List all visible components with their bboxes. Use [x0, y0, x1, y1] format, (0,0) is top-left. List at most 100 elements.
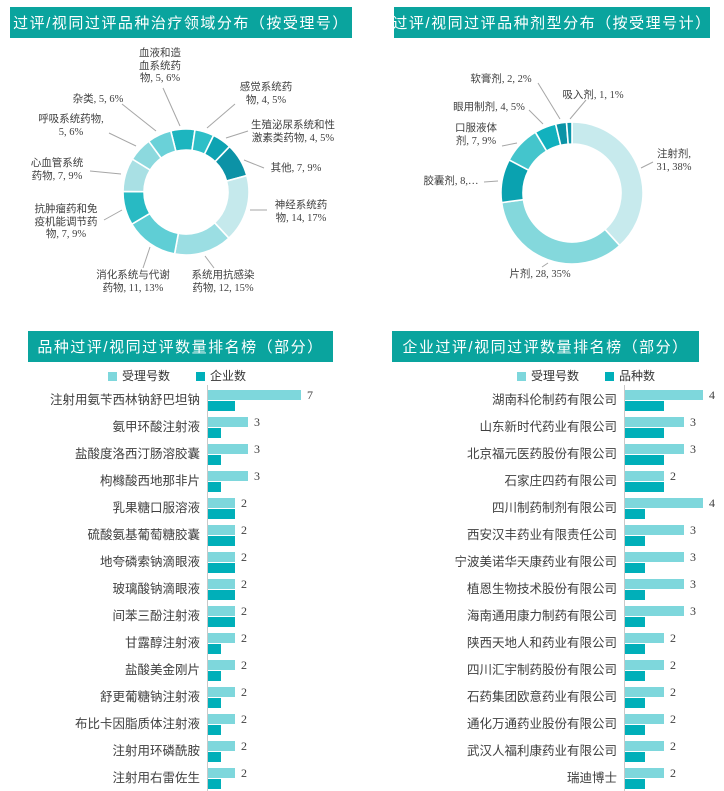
bar-value-label: 2 [670, 712, 676, 726]
category-label: 地夸磷索钠滴眼液 [99, 555, 200, 569]
category-label: 石药集团欧意药业有限公司 [466, 690, 617, 704]
slice-label: 注射剂, 31, 38% [656, 149, 692, 173]
donut-slice [500, 198, 621, 265]
category-label: 宁波美诺华天康药业有限公司 [454, 555, 617, 569]
bar-受理号数 [208, 444, 248, 454]
bar-受理号数 [208, 714, 235, 724]
bar-value-label: 2 [241, 577, 247, 591]
legend-label: 品种数 [619, 369, 656, 383]
bar-受理号数 [625, 768, 664, 778]
bar-受理号数 [625, 471, 664, 481]
bar-受理号数 [625, 525, 684, 535]
label-leader-line [225, 130, 249, 139]
bar-企业数 [208, 428, 221, 438]
bar-value-label: 7 [307, 388, 313, 402]
bar-企业数 [208, 698, 221, 708]
category-label: 四川制药制剂有限公司 [491, 501, 617, 515]
category-label: 乳果糖口服溶液 [112, 501, 200, 515]
bar-受理号数 [625, 579, 684, 589]
legend-label: 企业数 [210, 369, 247, 383]
bar-品种数 [625, 779, 645, 789]
bar-品种数 [625, 482, 664, 492]
bar-value-label: 2 [241, 685, 247, 699]
bar-value-label: 3 [254, 415, 260, 429]
category-label: 间苯三酚注射液 [112, 609, 200, 623]
bar-企业数 [208, 779, 221, 789]
legend-swatch-icon [605, 371, 615, 381]
label-leader-line [569, 99, 587, 120]
legend-swatch-icon [196, 371, 206, 381]
bar-value-label: 2 [241, 550, 247, 564]
bar-企业数 [208, 617, 235, 627]
bar-企业数 [208, 752, 221, 762]
bar-受理号数 [625, 498, 703, 508]
category-label: 海南通用康力制药有限公司 [466, 609, 617, 623]
bar-受理号数 [208, 552, 235, 562]
label-leader-line [108, 132, 137, 147]
label-leader-line [243, 159, 265, 169]
legend-item: 品种数 [605, 370, 655, 382]
category-label: 布比卡因脂质体注射液 [74, 717, 200, 731]
bar-value-label: 2 [241, 496, 247, 510]
legend: 受理号数 企业数 [108, 370, 246, 382]
legend-swatch-icon [517, 371, 526, 381]
category-label: 武汉人福利康药业有限公司 [466, 744, 617, 758]
legend-item: 受理号数 [517, 370, 579, 382]
category-label: 石家庄四药有限公司 [504, 474, 617, 488]
legend-item: 受理号数 [108, 370, 170, 382]
label-leader-line [206, 103, 236, 129]
bar-企业数 [208, 671, 221, 681]
panel-company-ranking: 企业过评/视同过评数量排名榜（部分） 受理号数 品种数 湖南科伦制药有限公司 4 山东新… [362, 325, 724, 791]
bar-value-label: 3 [690, 442, 696, 456]
chart-title-therapeutic-areas: 过评/视同过评品种治疗领域分布（按受理号） [10, 7, 352, 38]
bar-受理号数 [625, 687, 664, 697]
bar-企业数 [208, 725, 221, 735]
slice-label: 系统用抗感染 药物, 12, 15% [191, 270, 255, 294]
chart-title-company-ranking: 企业过评/视同过评数量排名榜（部分） [392, 331, 699, 362]
bar-受理号数 [625, 660, 664, 670]
label-leader-line [528, 109, 544, 125]
category-label: 舒更葡糖钠注射液 [99, 690, 200, 704]
category-label: 枸橼酸西地那非片 [99, 474, 200, 488]
bar-value-label: 2 [241, 712, 247, 726]
bar-品种数 [625, 590, 645, 600]
bar-品种数 [625, 698, 645, 708]
bar-受理号数 [625, 444, 684, 454]
bar-value-label: 2 [241, 739, 247, 753]
bar-value-label: 2 [241, 631, 247, 645]
panel-dosage-forms: 过评/视同过评品种剂型分布（按受理号计） 注射剂, 31, 38% 片剂, 28, … [362, 0, 724, 325]
bar-品种数 [625, 671, 645, 681]
bar-受理号数 [208, 390, 301, 400]
bar-受理号数 [625, 390, 703, 400]
category-label: 玻璃酸钠滴眼液 [112, 582, 200, 596]
bar-value-label: 4 [709, 496, 715, 510]
bar-value-label: 3 [254, 469, 260, 483]
legend-label: 受理号数 [531, 369, 580, 383]
bar-品种数 [625, 509, 645, 519]
chart-title-variety-ranking: 品种过评/视同过评数量排名榜（部分） [28, 331, 333, 362]
slice-label: 呼吸系统药物, 5, 6% [38, 114, 104, 138]
slice-label: 神经系统药 物, 14, 17% [274, 200, 328, 224]
bar-value-label: 2 [670, 766, 676, 780]
bar-企业数 [208, 401, 235, 411]
label-leader-line [204, 255, 215, 269]
bar-企业数 [208, 455, 221, 465]
label-leader-line [501, 142, 518, 147]
label-leader-line [103, 209, 123, 221]
category-label: 氨甲环酸注射液 [112, 420, 200, 434]
bar-受理号数 [208, 417, 248, 427]
category-label: 注射用环磷酰胺 [112, 744, 200, 758]
bar-value-label: 2 [670, 685, 676, 699]
slice-label: 消化系统与代谢 药物, 11, 13% [96, 270, 170, 294]
bar-品种数 [625, 536, 645, 546]
category-label: 甘露醇注射液 [124, 636, 200, 650]
bar-value-label: 2 [241, 523, 247, 537]
bar-受理号数 [625, 633, 664, 643]
bar-value-label: 2 [241, 766, 247, 780]
bar-企业数 [208, 590, 235, 600]
label-leader-line [640, 161, 654, 169]
category-label: 注射用右雷佐生 [112, 771, 200, 785]
label-leader-line [142, 246, 151, 269]
bar-企业数 [208, 509, 235, 519]
